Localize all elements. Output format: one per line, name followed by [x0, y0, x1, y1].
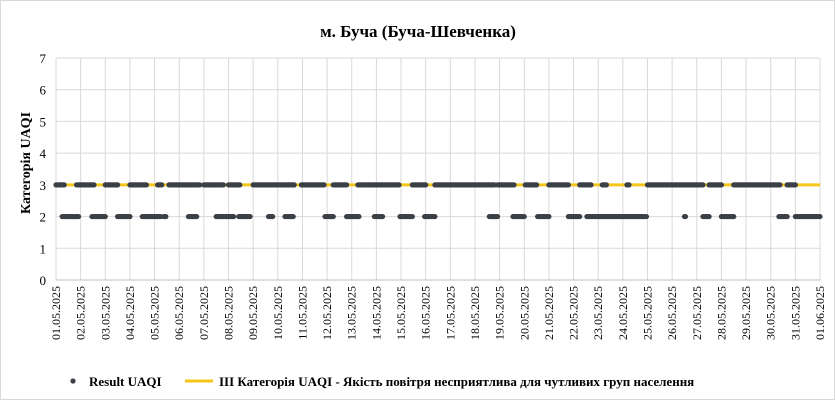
- points-layer: [53, 182, 823, 220]
- y-tick-label: 0: [40, 273, 47, 288]
- legend-marker-result-uaqi: [70, 378, 76, 384]
- data-point: [423, 182, 429, 188]
- data-point: [718, 182, 725, 188]
- data-point: [91, 182, 97, 188]
- data-point: [643, 213, 650, 220]
- x-tick-label: 29.05.2025: [739, 286, 753, 340]
- y-tick-label: 6: [40, 83, 47, 98]
- x-tick-label: 06.05.2025: [172, 286, 186, 340]
- x-tick-label: 30.05.2025: [764, 286, 778, 340]
- x-tick-label: 18.05.2025: [468, 286, 482, 340]
- data-point: [231, 213, 237, 220]
- x-tick-label: 07.05.2025: [197, 286, 211, 340]
- y-tick-label: 2: [40, 210, 47, 225]
- x-tick-label: 26.05.2025: [665, 286, 679, 340]
- y-tick-label: 3: [40, 178, 47, 193]
- data-point: [127, 213, 133, 220]
- y-tick-label: 7: [40, 51, 47, 66]
- x-tick-label: 13.05.2025: [345, 286, 359, 340]
- data-point: [115, 182, 121, 188]
- x-tick-label: 02.05.2025: [74, 286, 88, 340]
- x-tick-label: 24.05.2025: [616, 286, 630, 340]
- data-point: [102, 213, 108, 220]
- data-point: [511, 182, 517, 188]
- x-tick-label: 27.05.2025: [690, 286, 704, 340]
- data-point: [344, 182, 350, 188]
- data-point: [588, 182, 594, 188]
- data-point: [163, 213, 169, 220]
- data-point: [270, 213, 276, 220]
- x-tick-label: 04.05.2025: [123, 286, 137, 340]
- legend: Result UAQI ІІІ Категорія UAQI - Якість …: [70, 374, 694, 389]
- x-tick-label: 12.05.2025: [320, 286, 334, 340]
- x-tick-label: 20.05.2025: [517, 286, 531, 340]
- legend-label-threshold: ІІІ Категорія UAQI - Якість повітря несп…: [219, 374, 694, 389]
- x-tick-label: 15.05.2025: [394, 286, 408, 340]
- data-point: [197, 182, 203, 188]
- y-tick-label: 1: [40, 241, 47, 256]
- data-point: [220, 182, 226, 188]
- data-point: [521, 213, 527, 220]
- x-tick-label: 19.05.2025: [493, 286, 507, 340]
- x-tick-label: 14.05.2025: [369, 286, 383, 340]
- x-tick-label: 22.05.2025: [567, 286, 581, 340]
- x-tick-label: 28.05.2025: [714, 286, 728, 340]
- x-tick-label: 10.05.2025: [271, 286, 285, 340]
- data-point: [237, 182, 243, 188]
- data-point: [577, 213, 583, 220]
- data-point: [546, 213, 552, 220]
- x-tick-label: 08.05.2025: [222, 286, 236, 340]
- x-tick-label: 16.05.2025: [419, 286, 433, 340]
- data-point: [731, 213, 737, 220]
- data-point: [792, 182, 798, 188]
- legend-label-result-uaqi: Result UAQI: [89, 374, 162, 389]
- x-tick-label: 03.05.2025: [98, 286, 112, 340]
- y-tick-labels: 0 1 2 3 4 5 6 7: [40, 51, 47, 288]
- data-point: [700, 182, 706, 188]
- x-tick-label: 25.05.2025: [640, 286, 654, 340]
- data-point: [159, 182, 165, 188]
- data-point: [291, 182, 297, 188]
- chart-title: м. Буча (Буча-Шевченка): [320, 22, 516, 41]
- y-tick-label: 5: [40, 114, 47, 129]
- x-tick-labels: 01.05.2025 02.05.2025 03.05.2025 04.05.2025…: [49, 286, 827, 340]
- data-point: [194, 213, 200, 220]
- data-point: [432, 213, 438, 220]
- x-tick-label: 09.05.2025: [246, 286, 260, 340]
- x-tick-label: 01.06.2025: [813, 286, 827, 340]
- data-point: [817, 213, 823, 220]
- data-point: [777, 182, 783, 188]
- data-point: [247, 213, 253, 220]
- x-tick-label: 23.05.2025: [591, 286, 605, 340]
- data-point: [75, 213, 82, 220]
- data-point: [61, 182, 67, 188]
- data-point: [626, 182, 632, 188]
- data-point: [330, 213, 336, 220]
- data-point: [533, 182, 540, 188]
- x-tick-label: 17.05.2025: [443, 286, 457, 340]
- data-point: [603, 182, 610, 188]
- x-tick-label: 11.05.2025: [295, 286, 309, 340]
- x-tick-label: 21.05.2025: [542, 286, 556, 340]
- data-point: [409, 213, 415, 220]
- y-axis-label: Категорія UAQI: [19, 112, 34, 214]
- y-tick-label: 4: [40, 146, 47, 161]
- data-point: [379, 213, 386, 220]
- x-tick-label: 31.05.2025: [788, 286, 802, 340]
- data-point: [494, 213, 501, 220]
- data-point: [290, 213, 296, 220]
- data-point: [143, 182, 149, 188]
- gridlines: [55, 57, 821, 281]
- x-tick-label: 05.05.2025: [148, 286, 162, 340]
- data-point: [565, 182, 572, 188]
- data-point: [784, 213, 790, 220]
- data-point: [356, 213, 362, 220]
- x-tick-label: 01.05.2025: [49, 286, 63, 340]
- data-point: [682, 213, 689, 220]
- data-point: [321, 182, 327, 188]
- data-point: [396, 182, 402, 188]
- data-point: [706, 213, 712, 220]
